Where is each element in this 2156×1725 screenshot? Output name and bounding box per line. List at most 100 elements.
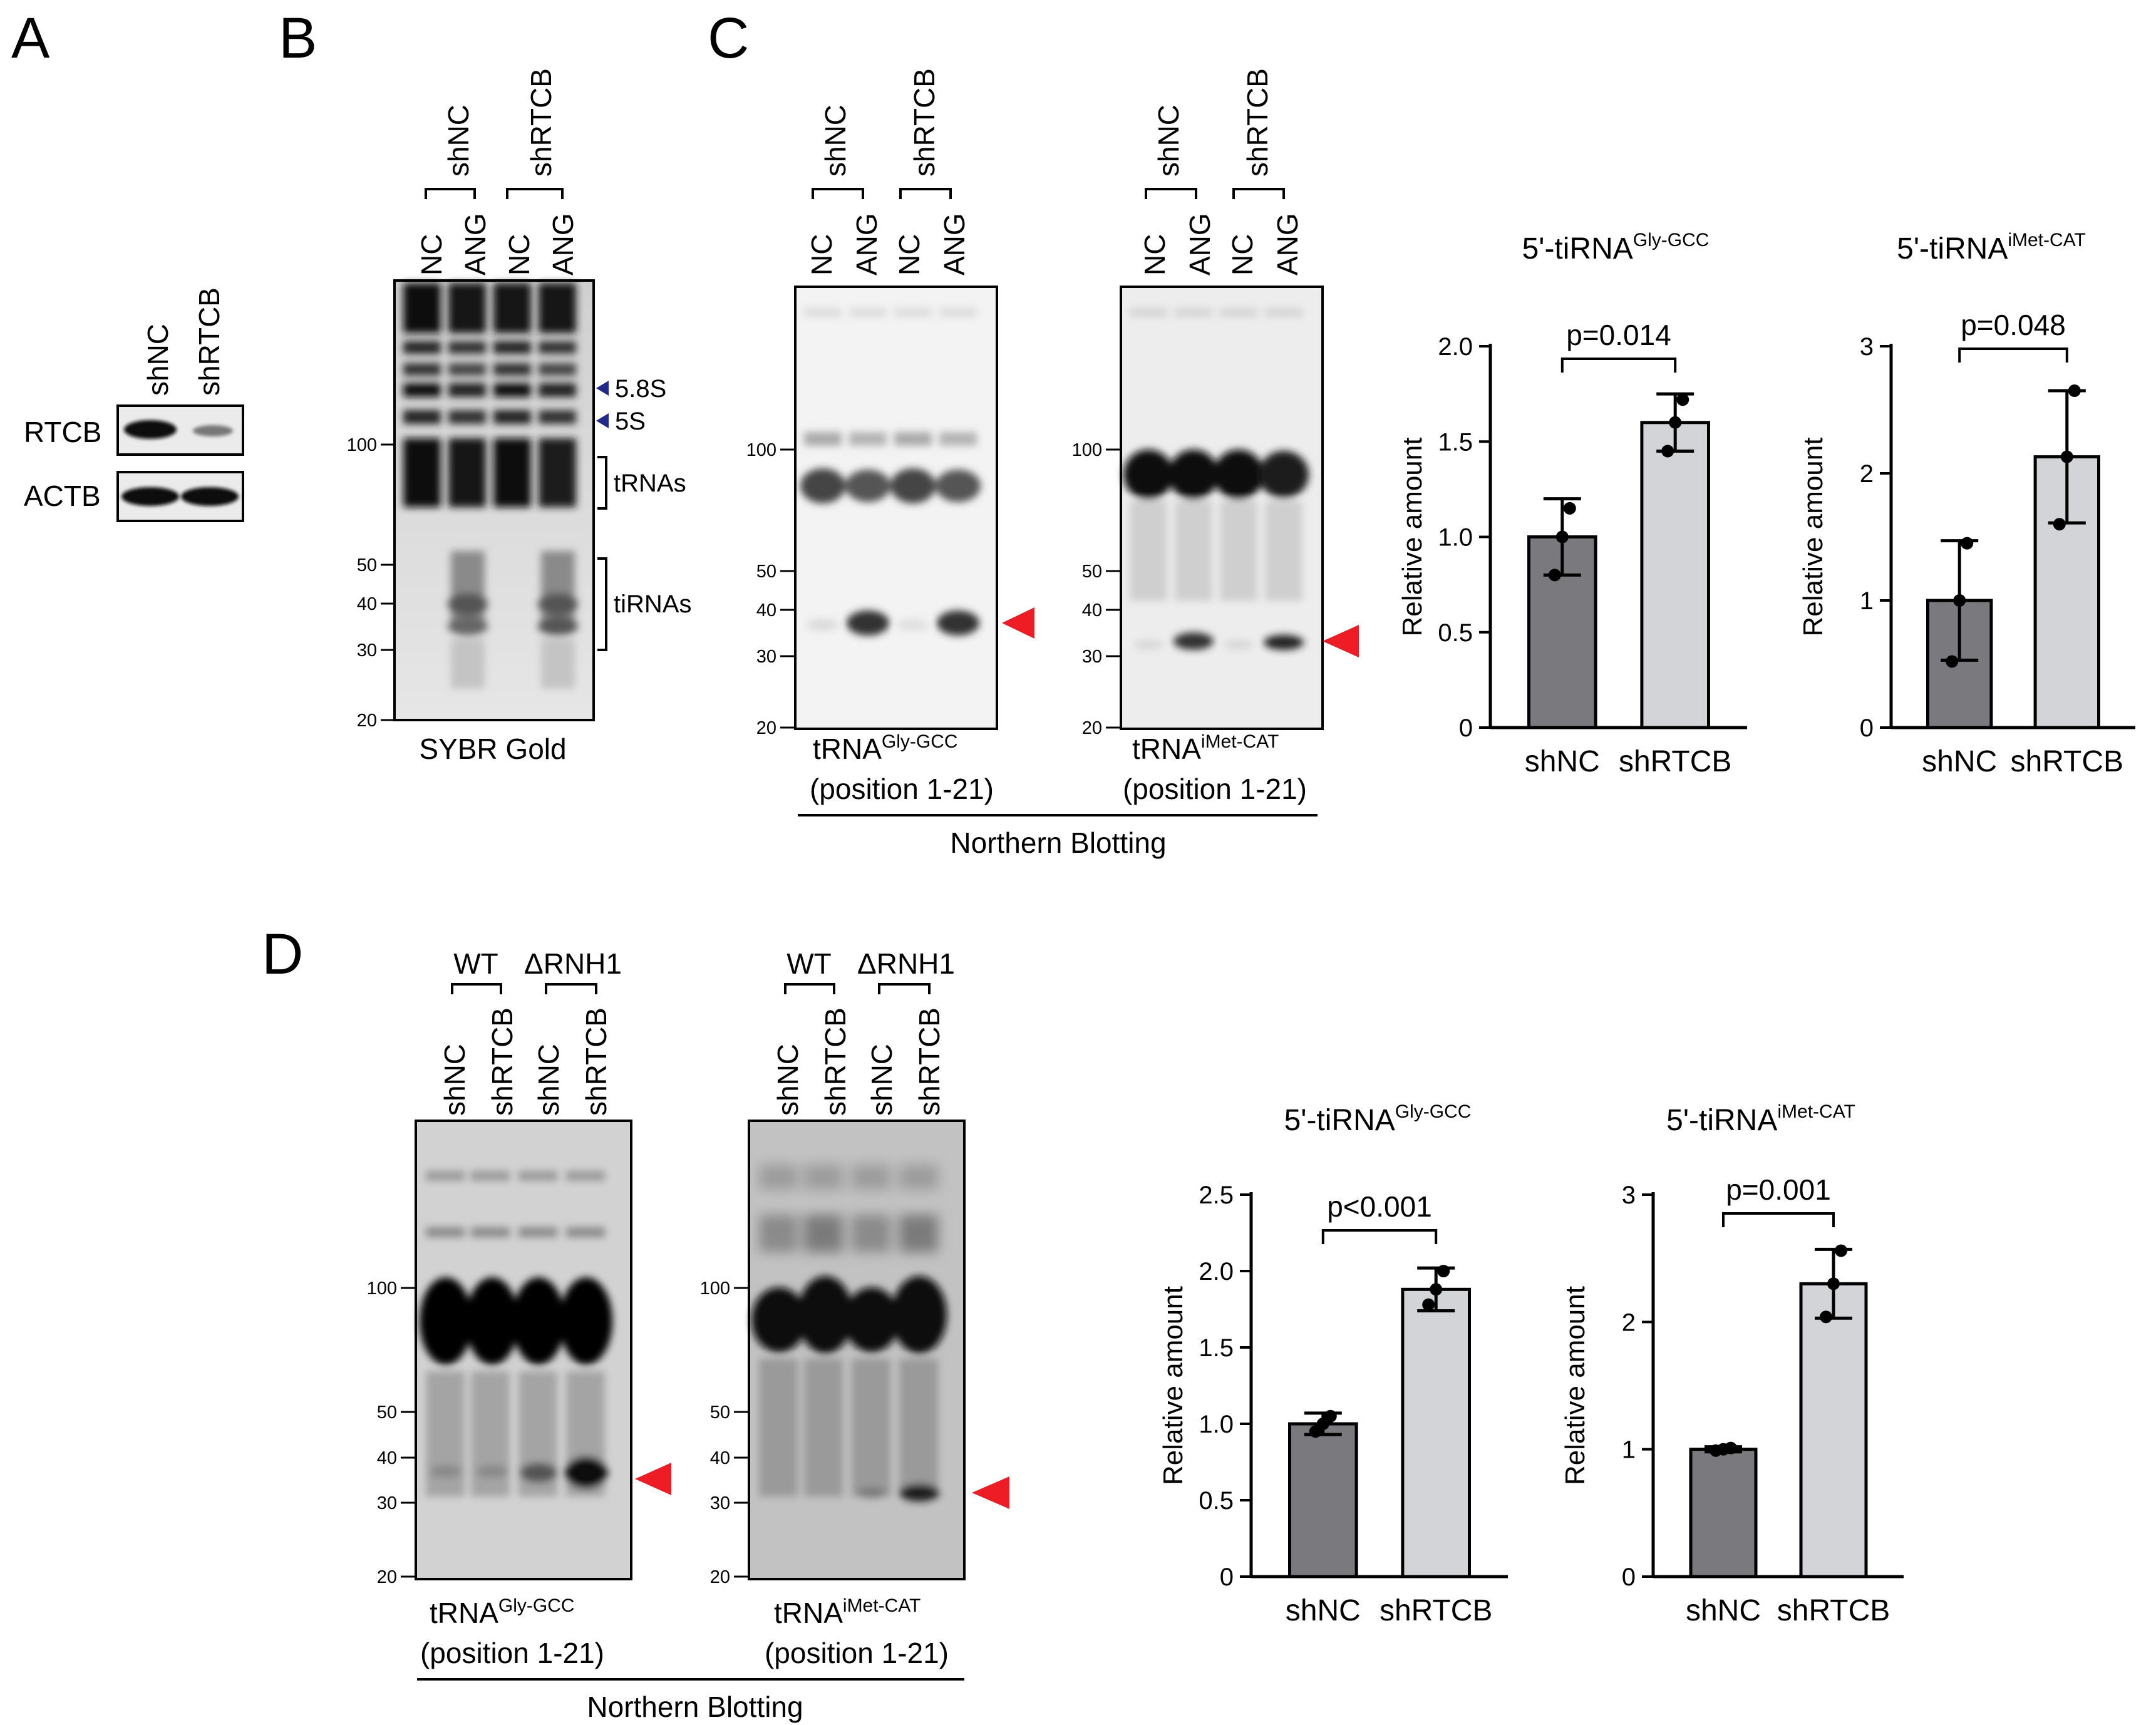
northern-blot-imet-cat-d (748, 1120, 966, 1580)
data-point (1820, 1310, 1832, 1324)
lane-label: shNC (865, 1044, 898, 1116)
lane-label: NC (503, 234, 535, 275)
lane-label: NC (1138, 234, 1171, 275)
group-bracket (545, 983, 597, 994)
mw-label: 40 (377, 1448, 397, 1468)
y-tick-label: 2.0 (1438, 333, 1473, 361)
marker-label: 5S (615, 408, 646, 435)
group-label: shRTCB (908, 68, 941, 177)
group-label: shNC (819, 105, 852, 177)
y-tick-label: 0.5 (1199, 1487, 1234, 1515)
mw-label: 20 (377, 1567, 397, 1587)
y-axis-label: Relative amount (1798, 438, 1828, 637)
mw-label: 30 (756, 647, 776, 667)
mw-label: 40 (756, 600, 776, 620)
y-tick-label: 2 (1622, 1309, 1636, 1336)
bar-chart-d-gly-gcc: 5'-tiRNAGly-GCC 0 0.5 1.0 1.5 2.0 2.5 Relative … (1158, 1101, 1508, 1627)
chart-title-main: 5'-tiRNA (1284, 1104, 1395, 1137)
x-category-label: shRTCB (1380, 1594, 1493, 1627)
x-category-label: shNC (1286, 1594, 1361, 1627)
chart-title-sup: iMet-CAT (2008, 230, 2085, 250)
y-tick-label: 0.5 (1438, 619, 1473, 647)
marker-arrow-icon (596, 381, 609, 396)
panel-b: B shNC shRTCB NC ANG NC ANG (279, 6, 691, 765)
lane-label: ANG (459, 213, 492, 275)
lane-label: shNC (771, 1044, 804, 1116)
group-bracket (1145, 188, 1197, 199)
bracket-label: tiRNAs (614, 590, 691, 618)
y-tick-label: 0 (1459, 714, 1473, 742)
significance-bracket (1560, 358, 1677, 373)
lane-label: NC (1226, 234, 1259, 275)
probe-position: (position 1-21) (420, 1637, 604, 1669)
mw-label: 20 (357, 711, 377, 731)
bar (1799, 1282, 1868, 1578)
y-tick-label: 3 (1860, 333, 1874, 361)
lane-label: shRTCB (913, 1007, 946, 1116)
y-tick-label: 1.5 (1199, 1334, 1234, 1362)
blot-row-label: RTCB (24, 416, 101, 448)
data-point (1437, 1265, 1450, 1277)
data-point (1961, 537, 1974, 550)
lane-label: shRTCB (193, 287, 225, 396)
northern-blot-gly-gcc-d (415, 1120, 632, 1580)
lane-label: shRTCB (486, 1007, 518, 1116)
probe-label: tRNAGly-GCC (813, 731, 958, 765)
group-bracket (425, 188, 476, 199)
mw-label: 100 (746, 440, 776, 460)
mw-label: 40 (1082, 600, 1102, 620)
method-label: Northern Blotting (587, 1691, 803, 1723)
group-bracket (878, 983, 931, 994)
panel-d: D WT ΔRNH1 shNC shRTCB shNC shRTCB (262, 922, 1009, 1723)
mw-label: 30 (377, 1493, 397, 1513)
lane-label: shNC (142, 324, 174, 396)
probe-label: tRNAiMet-CAT (1132, 731, 1279, 765)
data-point (2053, 518, 2066, 531)
y-tick-label: 0 (1220, 1563, 1234, 1591)
marker-arrow-icon (596, 413, 609, 428)
x-category-label: shNC (1922, 745, 1997, 778)
tirna-arrow-icon (635, 1463, 671, 1495)
bar (1401, 1287, 1471, 1578)
mw-label: 50 (756, 562, 776, 582)
mw-label: 30 (1082, 647, 1102, 667)
bar-chart-c-imet-cat: 5'-tiRNAiMet-CAT 0 1 2 3 Relative amount shNC s… (1798, 230, 2135, 778)
y-tick-label: 1.0 (1438, 524, 1473, 552)
mw-label: 40 (710, 1448, 730, 1468)
western-blot-actb (116, 471, 244, 522)
data-point (1555, 530, 1569, 543)
x-category-label: shNC (1525, 745, 1600, 778)
bracket (597, 557, 607, 651)
y-tick-label: 1 (1622, 1436, 1636, 1464)
group-label: WT (787, 947, 832, 980)
group-bracket (451, 983, 502, 994)
probe-label: tRNAGly-GCC (430, 1595, 575, 1629)
group-label: ΔRNH1 (524, 947, 622, 980)
data-point (1324, 1409, 1337, 1423)
group-bracket (506, 188, 564, 199)
y-tick-label: 1.5 (1438, 428, 1473, 456)
group-label: ΔRNH1 (857, 947, 955, 980)
probe-position: (position 1-21) (810, 773, 994, 805)
lane-label: ANG (1271, 213, 1304, 275)
chart-title-sup: Gly-GCC (1633, 230, 1710, 250)
mw-label: 40 (357, 594, 377, 614)
data-point (1669, 416, 1682, 429)
bar-chart-c-gly-gcc: 5'-tiRNAGly-GCC 0 0.5 1.0 1.5 2.0 Relative amo… (1397, 230, 1747, 778)
lane-label: ANG (938, 213, 971, 275)
lane-label: shRTCB (580, 1007, 612, 1116)
group-bracket (784, 983, 835, 994)
lane-label: ANG (547, 213, 579, 275)
tirna-arrow-icon (1002, 607, 1034, 639)
western-blot-rtcb (116, 404, 244, 456)
y-axis-label: Relative amount (1397, 438, 1428, 637)
significance-bracket (1958, 348, 2068, 363)
lane-label: ANG (850, 213, 883, 275)
group-bracket (899, 188, 952, 199)
mw-label: 20 (710, 1567, 730, 1587)
lane-label: NC (805, 234, 838, 275)
bracket (597, 456, 607, 510)
y-tick-label: 0 (1860, 714, 1874, 742)
sybr-gold-gel (393, 279, 595, 721)
